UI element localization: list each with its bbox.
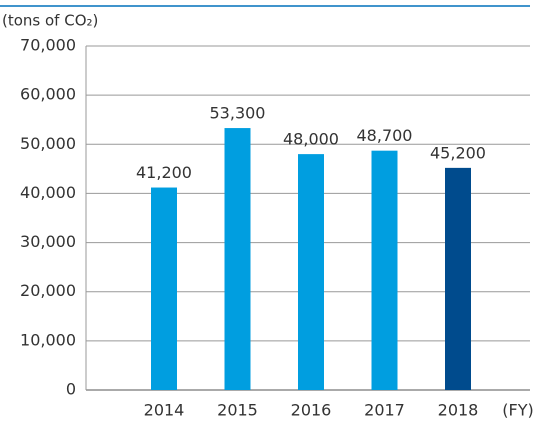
- x-tick-label: 2015: [217, 401, 258, 420]
- y-tick-label: 0: [66, 380, 76, 399]
- y-tick-label: 20,000: [20, 281, 76, 300]
- x-tick-label: 2014: [144, 401, 185, 420]
- y-tick-label: 70,000: [20, 36, 76, 55]
- value-label: 53,300: [210, 104, 266, 123]
- x-tick-label: 2017: [364, 401, 405, 420]
- y-tick-label: 10,000: [20, 330, 76, 349]
- y-tick-label: 40,000: [20, 183, 76, 202]
- bar: [224, 128, 251, 390]
- bar: [151, 187, 177, 390]
- value-label: 45,200: [430, 143, 486, 162]
- y-tick-label: 50,000: [20, 134, 76, 153]
- y-axis-label: (tons of CO₂): [2, 12, 98, 30]
- bar: [371, 150, 398, 390]
- y-tick-label: 30,000: [20, 232, 76, 251]
- bar: [298, 154, 324, 390]
- x-tick-label: 2018: [438, 401, 479, 420]
- bar: [445, 167, 471, 390]
- x-axis-label: (FY): [502, 401, 533, 420]
- value-label: 41,200: [136, 163, 192, 182]
- value-label: 48,000: [283, 130, 339, 149]
- x-tick-label: 2016: [291, 401, 332, 420]
- value-label: 48,700: [357, 126, 413, 145]
- y-tick-label: 60,000: [20, 85, 76, 104]
